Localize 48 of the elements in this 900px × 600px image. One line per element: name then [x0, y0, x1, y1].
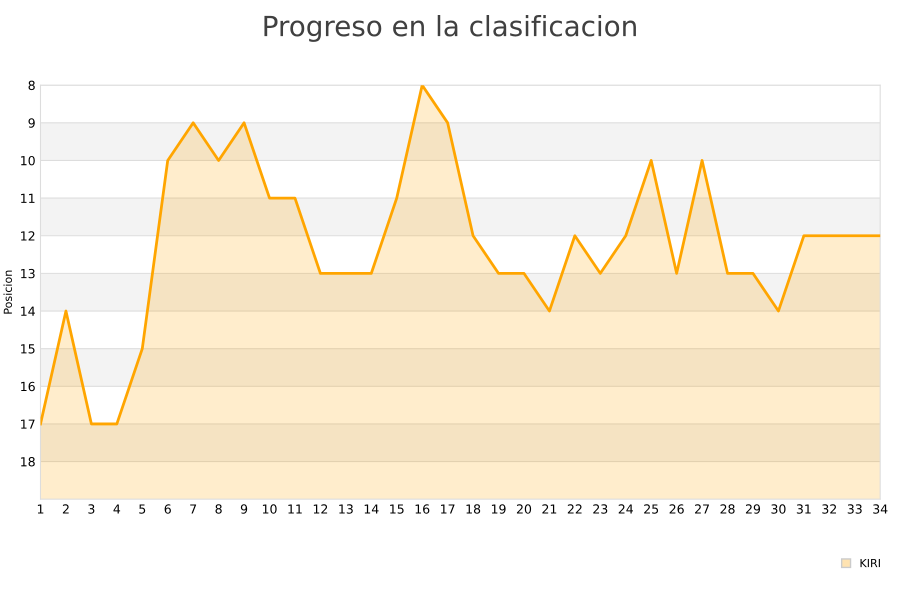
- x-tick-label: 4: [113, 504, 120, 514]
- x-tick-label: 27: [695, 504, 709, 514]
- x-tick-label: 31: [796, 504, 811, 514]
- x-tick-label: 2: [62, 504, 69, 514]
- x-tick-label: 18: [466, 504, 480, 514]
- x-tick-label: 32: [822, 504, 836, 514]
- y-tick-label: 10: [21, 156, 35, 166]
- y-tick-label: 13: [21, 268, 35, 278]
- x-tick-label: 30: [771, 504, 786, 514]
- chart-title: Progreso en la clasificacion: [264, 15, 636, 42]
- x-tick-label: 25: [644, 504, 658, 514]
- y-tick-label: 14: [21, 306, 35, 316]
- x-tick-label: 28: [720, 504, 735, 514]
- x-tick-label: 14: [364, 504, 379, 514]
- x-tick-label: 12: [314, 504, 328, 514]
- x-tick-label: 8: [215, 504, 222, 514]
- x-tick-label: 3: [88, 504, 94, 514]
- x-tick-label: 1: [38, 504, 44, 514]
- x-tick-label: 24: [618, 504, 633, 514]
- x-tick-label: 29: [746, 504, 760, 514]
- y-tick-label: 18: [21, 457, 35, 466]
- y-tick-label: 12: [21, 231, 34, 240]
- y-tick-label: 9: [28, 118, 35, 128]
- x-tick-label: 33: [848, 504, 862, 514]
- x-tick-label: 19: [492, 504, 506, 514]
- y-tick-label: 15: [21, 344, 35, 354]
- y-tick-label: 11: [21, 194, 34, 203]
- x-tick-label: 22: [568, 504, 582, 514]
- x-tick-label: 17: [441, 504, 455, 514]
- x-tick-label: 10: [262, 504, 277, 514]
- x-tick-label: 11: [288, 504, 302, 514]
- y-axis-title: Posicion: [3, 270, 12, 314]
- x-tick-label: 34: [873, 504, 888, 514]
- x-tick-label: 9: [240, 504, 248, 514]
- x-tick-label: 21: [542, 504, 556, 514]
- x-tick-label: 5: [139, 504, 146, 514]
- y-tick-label: 16: [21, 382, 35, 392]
- x-tick-label: 7: [190, 504, 196, 514]
- x-tick-label: 20: [516, 504, 532, 514]
- x-tick-label: 15: [390, 504, 404, 514]
- x-tick-label: 26: [670, 504, 684, 514]
- y-tick-label: 8: [28, 80, 35, 90]
- x-tick-label: 13: [339, 504, 353, 514]
- y-tick-label: 17: [21, 420, 35, 429]
- legend-label: KIRI: [860, 558, 880, 568]
- x-tick-label: 16: [416, 504, 430, 514]
- x-tick-label: 6: [164, 504, 171, 514]
- x-tick-label: 23: [593, 504, 608, 514]
